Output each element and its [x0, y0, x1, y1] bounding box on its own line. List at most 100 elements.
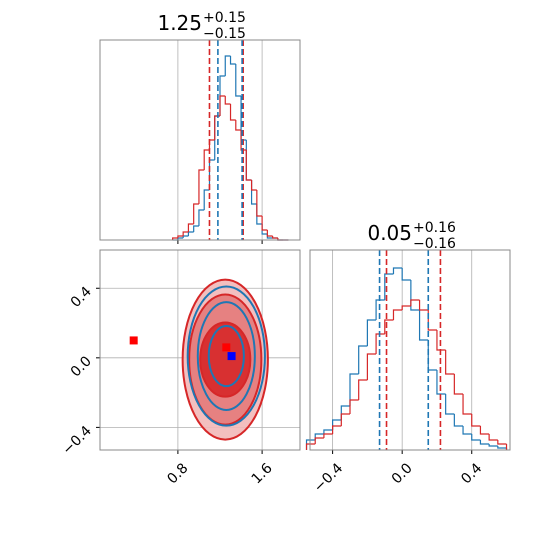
histogram-step — [245, 140, 252, 181]
histogram-step — [445, 350, 455, 375]
histogram-step — [427, 310, 437, 331]
histogram-step — [436, 330, 446, 351]
histogram-step — [462, 426, 472, 435]
histogram-step — [193, 225, 199, 232]
histogram-step — [235, 120, 242, 131]
contour — [186, 285, 266, 427]
y-tick-label: −0.4 — [59, 423, 94, 458]
axes-frame — [309, 249, 511, 451]
marker — [129, 336, 138, 345]
marker — [222, 343, 231, 352]
histogram-step — [224, 96, 231, 105]
histogram-step — [261, 216, 268, 231]
histogram-step — [418, 310, 429, 341]
histogram-step — [229, 104, 236, 121]
histogram-step — [488, 434, 498, 441]
histogram-step — [240, 130, 247, 151]
histogram-step — [384, 273, 394, 300]
histogram-step — [172, 237, 178, 240]
histogram-step — [203, 189, 210, 210]
histogram-step — [193, 203, 199, 224]
histogram-step — [177, 235, 184, 238]
histogram-step — [497, 446, 507, 449]
histogram-step — [401, 305, 411, 310]
histogram-step — [261, 224, 268, 235]
histogram-step — [214, 115, 220, 140]
histogram-step — [471, 434, 481, 441]
axes-frame — [99, 39, 301, 241]
histogram-step — [375, 333, 385, 354]
histogram-step — [445, 394, 455, 415]
histogram-step — [479, 426, 490, 435]
histogram-step — [418, 300, 429, 311]
x-tick-label: 1.6 — [249, 460, 276, 487]
histogram-step — [198, 209, 205, 226]
title-lower: −0.15 — [203, 26, 246, 42]
x-tick-label: 0.0 — [389, 460, 416, 487]
axes-frame — [99, 249, 301, 451]
histogram-step — [410, 299, 420, 306]
histogram-step — [219, 95, 226, 116]
histogram-step — [392, 267, 403, 274]
contour — [207, 325, 245, 388]
histogram-step — [375, 299, 385, 320]
histogram-step — [410, 280, 420, 311]
histogram-step — [187, 223, 194, 232]
histogram-step — [401, 268, 411, 281]
y-tick-label: 0.0 — [68, 353, 95, 380]
histogram-step — [198, 169, 205, 204]
histogram-step — [453, 414, 464, 427]
histogram-step — [366, 353, 377, 380]
x-tick-label: 0.8 — [164, 460, 191, 487]
histogram-step — [427, 340, 437, 371]
histogram-step — [256, 204, 263, 225]
histogram-step — [358, 379, 368, 400]
x-tick-label: 0.4 — [458, 460, 485, 487]
histogram-step — [453, 374, 464, 395]
histogram-step — [332, 425, 342, 434]
histogram-step — [314, 433, 324, 440]
histogram-step — [305, 443, 316, 450]
histogram-step — [462, 394, 472, 415]
contour — [196, 301, 256, 411]
title-upper: +0.16 — [413, 220, 456, 236]
histogram-step — [384, 319, 394, 334]
histogram-step — [497, 440, 507, 445]
histogram-step — [224, 55, 231, 76]
histogram-step — [305, 439, 316, 450]
y-tick-label: 0.4 — [68, 284, 95, 311]
histogram-step — [314, 437, 324, 444]
histogram-step — [340, 405, 350, 420]
histogram-step — [323, 433, 333, 438]
title-value: 1.25 — [157, 11, 202, 35]
title-upper: +0.15 — [203, 10, 246, 26]
histogram-step — [349, 399, 359, 414]
histogram-step — [340, 413, 350, 426]
histogram-step — [488, 444, 498, 447]
histogram-step — [250, 180, 257, 205]
marker — [227, 352, 236, 361]
histogram-step — [187, 231, 194, 236]
histogram-step — [392, 309, 403, 320]
histogram-step — [436, 370, 446, 395]
histogram-step — [272, 236, 278, 239]
histogram-step — [358, 345, 368, 374]
histogram-step — [229, 56, 236, 65]
histogram-step — [479, 440, 490, 445]
histogram-step — [323, 429, 333, 434]
histogram-step — [182, 235, 189, 238]
histogram-step — [366, 319, 377, 346]
histogram-step — [349, 373, 359, 406]
histogram-step — [471, 414, 481, 427]
title-value: 0.05 — [367, 221, 412, 245]
histogram-step — [235, 64, 242, 97]
histogram-step — [245, 150, 252, 181]
histogram-step — [203, 149, 210, 170]
histogram-step — [332, 419, 342, 430]
histogram-step — [266, 230, 273, 237]
histogram-step — [250, 180, 257, 191]
x-tick-label: −0.4 — [311, 460, 346, 495]
histogram-step — [182, 231, 189, 236]
title-lower: −0.16 — [413, 236, 456, 252]
